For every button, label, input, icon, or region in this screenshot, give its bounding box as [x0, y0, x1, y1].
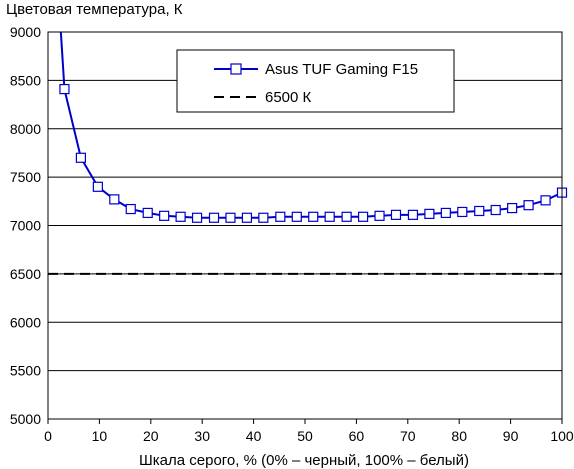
series-asus-point — [540, 195, 551, 206]
x-axis-ticks: 0 10 20 30 40 50 60 70 80 90 100 — [44, 419, 574, 444]
series-asus-point — [324, 211, 335, 222]
x-tick-label: 0 — [44, 428, 52, 444]
series-asus-point — [75, 152, 86, 163]
x-tick-label: 20 — [143, 428, 159, 444]
series-asus-point — [142, 207, 153, 219]
legend-box — [176, 49, 455, 113]
y-tick-label: 6500 — [10, 266, 41, 282]
series-asus-point — [341, 211, 352, 222]
y-axis-ticks: 5000 5500 6000 6500 7000 7500 8000 8500 9000 — [10, 24, 41, 427]
x-axis-title: Шкала серого, % (0% – черный, 100% – бел… — [139, 452, 469, 469]
y-tick-label: 6000 — [10, 314, 41, 330]
x-tick-label: 80 — [451, 428, 467, 444]
legend-label-asus: Asus TUF Gaming F15 — [265, 61, 418, 78]
series-asus-point — [474, 205, 485, 217]
x-tick-label: 70 — [400, 428, 416, 444]
series-asus-point — [374, 210, 385, 221]
legend-label-6500k: 6500 К — [265, 89, 312, 106]
x-tick-label: 100 — [550, 428, 574, 444]
plot-frame — [47, 31, 563, 420]
y-tick-label: 7500 — [10, 169, 41, 185]
series-asus-point — [109, 194, 120, 205]
y-axis-title: Цветовая температура, К — [6, 1, 183, 18]
series-asus-point — [390, 209, 402, 220]
series-asus-point — [407, 209, 419, 220]
x-tick-label: 10 — [92, 428, 108, 444]
x-tick-label: 60 — [349, 428, 365, 444]
series-asus-point — [258, 212, 269, 223]
legend: Asus TUF Gaming F15 6500 К — [176, 49, 455, 113]
y-tick-label: 7000 — [10, 218, 41, 234]
series-asus-point — [291, 211, 302, 222]
y-tick-label: 5000 — [10, 411, 41, 427]
series-asus-point — [225, 212, 236, 223]
y-tick-label: 8500 — [10, 72, 41, 88]
series-asus-point — [92, 181, 103, 192]
series-asus-point — [59, 83, 70, 95]
y-tick-label: 9000 — [10, 24, 41, 40]
y-tick-label: 5500 — [10, 363, 41, 379]
legend-swatch-asus-marker — [230, 63, 242, 75]
x-tick-label: 30 — [194, 428, 210, 444]
series-asus-point — [159, 210, 170, 221]
series-asus-point — [275, 211, 286, 222]
series-asus-point — [490, 204, 501, 216]
series-asus-lead-in — [59, 31, 66, 90]
series-asus-point — [191, 212, 203, 223]
series-asus-point — [175, 211, 186, 222]
series-asus-point — [308, 211, 319, 222]
x-tick-label: 40 — [246, 428, 262, 444]
series-asus-point — [457, 206, 468, 218]
series-asus-point — [507, 202, 518, 214]
series-asus-point — [523, 200, 534, 211]
x-tick-label: 90 — [503, 428, 519, 444]
y-tick-label: 8000 — [10, 121, 41, 137]
series-asus-point — [241, 212, 253, 223]
series-asus-point — [424, 208, 435, 219]
series-asus-point — [208, 212, 220, 223]
series-asus-point — [125, 203, 136, 215]
series-asus-point — [440, 207, 451, 219]
x-tick-label: 50 — [297, 428, 313, 444]
series-layer — [48, 31, 568, 275]
series-asus-point — [357, 211, 369, 222]
